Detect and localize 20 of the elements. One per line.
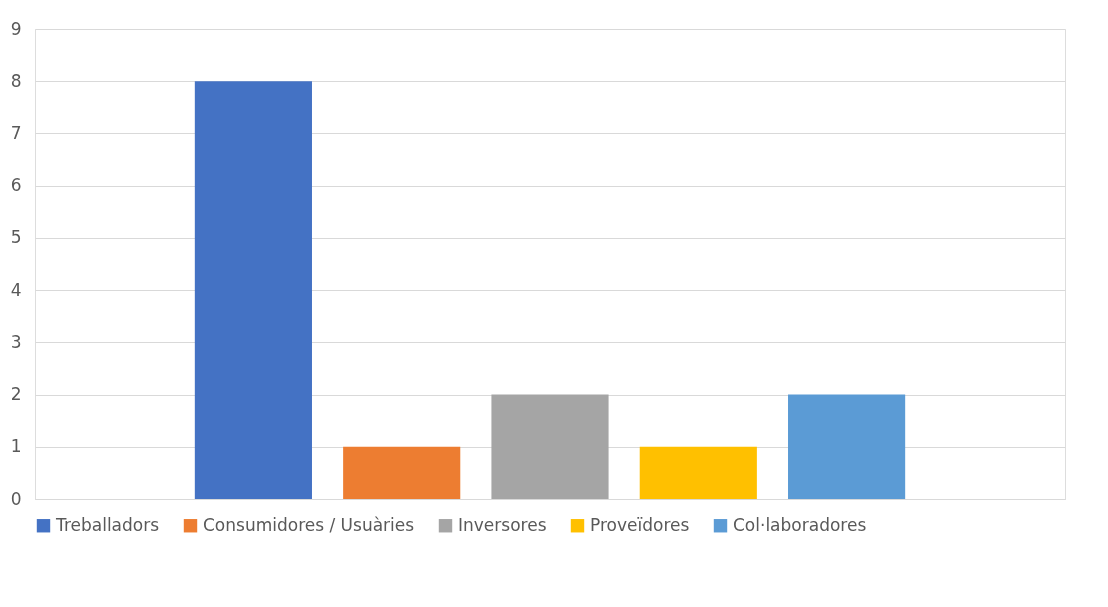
bar — [639, 446, 757, 499]
y-tick-label: 2 — [10, 384, 22, 405]
legend-label: Consumidores / Usuàries — [203, 514, 415, 535]
y-tick-label: 6 — [10, 175, 22, 196]
bar — [788, 394, 906, 499]
y-tick-label: 1 — [10, 436, 22, 457]
y-tick-label: 9 — [10, 18, 22, 39]
bar — [343, 446, 461, 499]
legend-label: Col·laboradores — [733, 514, 867, 535]
y-tick-label: 5 — [10, 227, 22, 248]
bar — [491, 394, 609, 499]
y-tick-label: 0 — [10, 488, 22, 509]
y-tick-label: 7 — [10, 122, 22, 143]
y-tick-label: 3 — [10, 331, 22, 352]
bar — [194, 81, 312, 499]
legend-label: Proveïdores — [590, 514, 690, 535]
y-tick-label: 4 — [10, 279, 22, 300]
y-tick-label: 8 — [10, 70, 22, 91]
legend-label: Inversores — [458, 514, 547, 535]
legend-label: Treballadors — [55, 514, 160, 535]
